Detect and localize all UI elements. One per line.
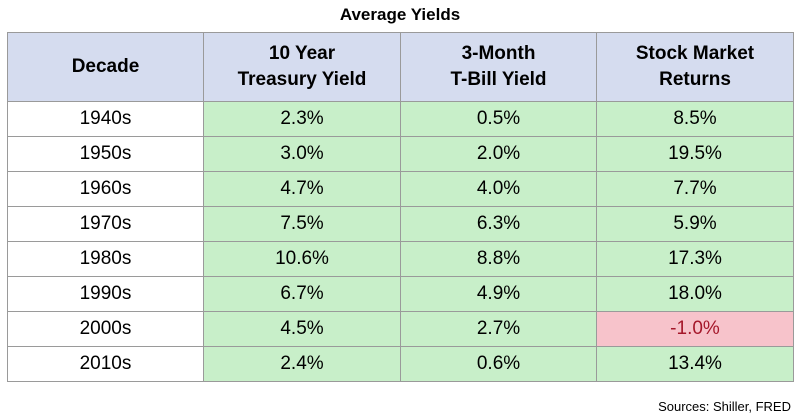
cell-3-month-t-bill-yield: 6.3%: [400, 206, 597, 242]
cell-stock-market-returns: -1.0%: [596, 311, 794, 347]
cell-10-year-treasury-yield: 2.3%: [203, 101, 401, 137]
cell-decade: 1960s: [7, 171, 204, 207]
header-row: Decade 10 Year Treasury Yield 3-Month T-Bi…: [7, 32, 794, 102]
cell-decade: 1970s: [7, 206, 204, 242]
cell-10-year-treasury-yield: 7.5%: [203, 206, 401, 242]
table-row: 1990s 6.7% 4.9% 18.0%: [7, 276, 794, 312]
cell-10-year-treasury-yield: 6.7%: [203, 276, 401, 312]
cell-3-month-t-bill-yield: 4.0%: [400, 171, 597, 207]
cell-decade: 1950s: [7, 136, 204, 172]
cell-3-month-t-bill-yield: 0.5%: [400, 101, 597, 137]
table-row: 1940s 2.3% 0.5% 8.5%: [7, 101, 794, 137]
column-header-stock-market-returns: Stock Market Returns: [596, 32, 794, 102]
cell-stock-market-returns: 5.9%: [596, 206, 794, 242]
table-body: 1940s 2.3% 0.5% 8.5% 1950s 3.0% 2.0% 19.5% 1960s…: [7, 101, 794, 382]
source-note: Sources: Shiller, FRED: [658, 399, 791, 414]
cell-3-month-t-bill-yield: 2.0%: [400, 136, 597, 172]
column-header-10-year-treasury-yield: 10 Year Treasury Yield: [203, 32, 401, 102]
table-title: Average Yields: [339, 5, 461, 24]
cell-3-month-t-bill-yield: 2.7%: [400, 311, 597, 347]
cell-10-year-treasury-yield: 2.4%: [203, 346, 401, 382]
cell-10-year-treasury-yield: 3.0%: [203, 136, 401, 172]
table-row: 2000s 4.5% 2.7% -1.0%: [7, 311, 794, 347]
cell-decade: 2000s: [7, 311, 204, 347]
average-yields-table: Decade 10 Year Treasury Yield 3-Month T-Bi…: [7, 32, 794, 382]
cell-stock-market-returns: 13.4%: [596, 346, 794, 382]
cell-stock-market-returns: 18.0%: [596, 276, 794, 312]
column-header-3-month-t-bill-yield: 3-Month T-Bill Yield: [400, 32, 597, 102]
table-row: 1950s 3.0% 2.0% 19.5%: [7, 136, 794, 172]
cell-3-month-t-bill-yield: 0.6%: [400, 346, 597, 382]
cell-stock-market-returns: 19.5%: [596, 136, 794, 172]
cell-10-year-treasury-yield: 4.5%: [203, 311, 401, 347]
cell-decade: 1980s: [7, 241, 204, 277]
table-row: 2010s 2.4% 0.6% 13.4%: [7, 346, 794, 382]
cell-10-year-treasury-yield: 4.7%: [203, 171, 401, 207]
cell-3-month-t-bill-yield: 4.9%: [400, 276, 597, 312]
cell-decade: 2010s: [7, 346, 204, 382]
cell-decade: 1940s: [7, 101, 204, 137]
cell-stock-market-returns: 7.7%: [596, 171, 794, 207]
cell-stock-market-returns: 17.3%: [596, 241, 794, 277]
table-row: 1960s 4.7% 4.0% 7.7%: [7, 171, 794, 207]
cell-3-month-t-bill-yield: 8.8%: [400, 241, 597, 277]
table-row: 1980s 10.6% 8.8% 17.3%: [7, 241, 794, 277]
table-row: 1970s 7.5% 6.3% 5.9%: [7, 206, 794, 242]
cell-stock-market-returns: 8.5%: [596, 101, 794, 137]
cell-decade: 1990s: [7, 276, 204, 312]
column-header-decade: Decade: [7, 32, 204, 102]
cell-10-year-treasury-yield: 10.6%: [203, 241, 401, 277]
